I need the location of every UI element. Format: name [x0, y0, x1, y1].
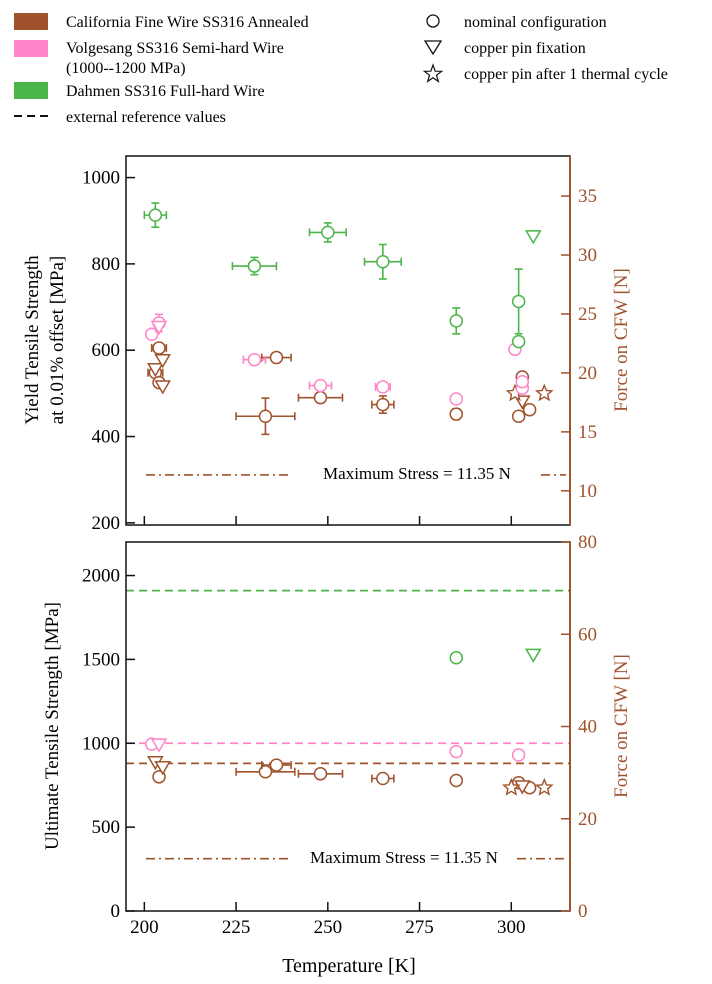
top-right-tick-label: 25 — [578, 304, 597, 325]
bottom-right-tick-label: 20 — [578, 809, 597, 830]
top-right-tick-label: 30 — [578, 245, 597, 266]
data-point-dahmen-circle — [511, 294, 526, 309]
data-point-cfw-triangle — [513, 780, 531, 795]
x-tick-label: 275 — [405, 917, 434, 938]
data-point-dahmen-circle — [247, 259, 262, 273]
bottom-axis-ticks: 0 500 1000 1500 2000 0 20 40 60 80 200 225 250 275 300 — [82, 532, 597, 938]
data-point-cfw-circle — [449, 773, 463, 788]
top-y-tick-label: 800 — [92, 254, 121, 275]
legend-label-reference: external reference values — [66, 109, 226, 126]
data-point-cfw-circle — [152, 341, 166, 355]
top-right-axis-label: Force on CFW [N] — [611, 268, 632, 412]
data-point-cfw-triangle — [154, 353, 171, 369]
legend-swatch-cfw — [14, 13, 48, 30]
top-y-tick-label: 400 — [92, 427, 121, 448]
data-point-dahmen-circle — [321, 225, 335, 240]
bottom-right-tick-label: 80 — [578, 532, 597, 553]
top-y-axis-label-line2: at 0.01% offset [MPa] — [47, 256, 68, 425]
data-point-volgesang-circle — [376, 380, 390, 394]
data-point-volgesang-circle — [515, 374, 530, 389]
data-point-cfw-circle — [376, 397, 390, 412]
data-point-cfw-circle — [376, 771, 390, 786]
data-point-cfw-triangle — [154, 380, 171, 395]
bottom-y-tick-label: 0 — [111, 901, 121, 922]
data-point-cfw-circle — [313, 767, 328, 781]
bottom-y-axis-label: Ultimate Tensile Strength [MPa] — [42, 602, 63, 850]
data-point-cfw-triangle — [154, 761, 171, 776]
top-y-axis-label-2: at 0.01% offset [MPa] — [47, 256, 68, 425]
data-point-cfw-star — [501, 777, 521, 796]
legend-swatch-dahmen — [14, 82, 48, 99]
data-point-cfw-circle — [511, 409, 526, 423]
bottom-data-points — [144, 648, 554, 796]
legend-star-icon — [422, 63, 444, 83]
x-axis-label: Temperature [K] — [282, 955, 416, 977]
legend-label-volgesang: Volgesang SS316 Semi-hard Wire — [66, 40, 284, 57]
top-y-axis-label: Yield Tensile Strength — [22, 255, 43, 425]
data-point-cfw-circle — [449, 407, 463, 421]
legend-label-cycle: copper pin after 1 thermal cycle — [464, 66, 668, 83]
ultimate-strength-panel: 0 500 1000 1500 2000 0 20 40 60 80 200 225 250 275 300… — [42, 532, 632, 977]
legend-swatch-volgesang — [14, 40, 48, 57]
legend-label-nominal: nominal configuration — [464, 14, 607, 31]
data-point-cfw-circle — [313, 390, 328, 405]
legend-circle-icon — [426, 14, 440, 28]
bottom-annotation-max-stress: Maximum Stress = 11.35 N — [310, 848, 498, 867]
top-data-points — [143, 202, 554, 436]
data-point-cfw-star — [534, 383, 554, 402]
data-point-dahmen-circle — [449, 314, 463, 328]
top-annotation-max-stress: Maximum Stress = 11.35 N — [323, 464, 511, 483]
data-point-dahmen-circle — [376, 254, 390, 269]
data-point-cfw-circle — [269, 350, 284, 365]
data-point-cfw-star — [534, 777, 554, 796]
legend-label-cfw: California Fine Wire SS316 Annealed — [66, 14, 309, 31]
data-point-cfw-circle — [258, 409, 273, 423]
data-point-volgesang-circle — [449, 392, 463, 406]
bottom-y-tick-label: 1000 — [82, 733, 120, 754]
data-point-cfw-circle — [522, 403, 537, 417]
data-point-volgesang-triangle — [150, 738, 168, 753]
data-point-dahmen-circle — [148, 208, 163, 222]
data-point-dahmen-circle — [449, 650, 463, 665]
data-point-cfw-circle — [269, 758, 284, 772]
legend-label-dahmen: Dahmen SS316 Full-hard Wire — [66, 83, 265, 100]
data-point-dahmen-triangle — [525, 648, 542, 663]
bottom-right-tick-label: 0 — [578, 901, 588, 922]
bottom-right-tick-label: 40 — [578, 717, 597, 738]
data-point-dahmen-circle — [511, 334, 526, 349]
x-tick-label: 200 — [130, 917, 159, 938]
data-point-cfw-triangle — [147, 363, 164, 378]
top-right-tick-label: 10 — [578, 481, 597, 502]
data-point-volgesang-circle — [247, 352, 262, 367]
x-tick-label: 300 — [497, 917, 526, 938]
bottom-reference-layer — [126, 589, 570, 860]
bottom-y-tick-label: 2000 — [82, 566, 120, 587]
legend-label-volgesang-range: (1000--1200 MPa) — [66, 60, 186, 77]
top-right-tick-label: 15 — [578, 422, 597, 443]
x-tick-label: 250 — [314, 917, 343, 938]
bottom-y-tick-label: 500 — [92, 817, 121, 838]
bottom-right-axis-label: Force on CFW [N] — [611, 654, 632, 798]
top-right-tick-label: 35 — [578, 186, 597, 207]
legend: California Fine Wire SS316 Annealed Volg… — [14, 13, 668, 126]
top-y-tick-label: 200 — [92, 513, 121, 534]
x-tick-label: 225 — [222, 917, 251, 938]
data-point-volgesang-circle — [511, 748, 526, 762]
data-point-volgesang-circle — [144, 327, 159, 341]
data-point-volgesang-circle — [313, 378, 328, 393]
top-y-axis-label-line1: Yield Tensile Strength — [22, 255, 43, 425]
bottom-right-tick-label: 60 — [578, 624, 597, 645]
data-point-volgesang-circle — [449, 744, 463, 759]
data-point-volgesang-triangle — [150, 320, 168, 335]
top-axis-ticks: 200 400 600 800 1000 10 15 20 25 30 35 — [82, 168, 597, 534]
legend-triangle-icon — [423, 40, 443, 56]
top-right-tick-label: 20 — [578, 363, 597, 384]
bottom-y-tick-label: 1500 — [82, 649, 120, 670]
yield-strength-panel: 200 400 600 800 1000 10 15 20 25 30 35 Maximum Str… — [22, 155, 632, 534]
data-point-dahmen-triangle — [525, 230, 542, 245]
legend-label-pin: copper pin fixation — [464, 40, 586, 57]
top-y-tick-label: 1000 — [82, 168, 120, 189]
top-y-tick-label: 600 — [92, 340, 121, 361]
